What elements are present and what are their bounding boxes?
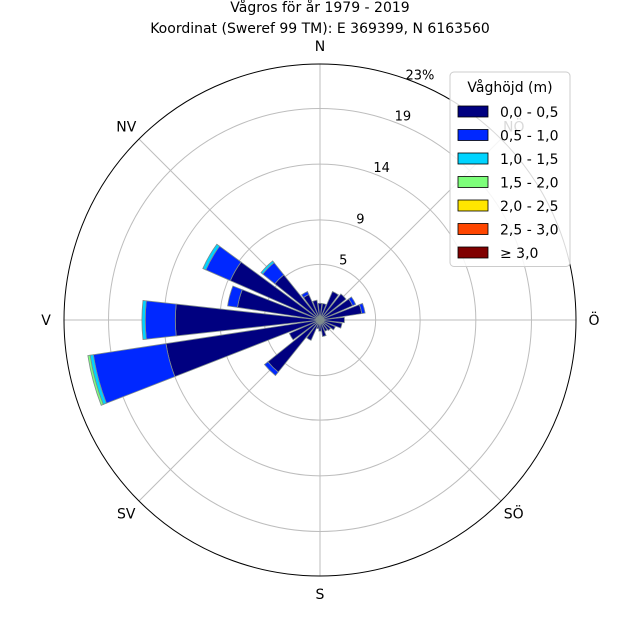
rose-bar-segment [306,319,321,341]
direction-label: S [316,587,325,603]
legend-swatch [457,223,489,235]
legend-label: 2,0 - 2,5 [500,199,558,215]
legend-swatch [457,199,489,212]
rose-bar-segment [317,302,323,321]
legend-swatch [457,105,489,118]
legend-title: Våghöjd (m) [467,79,552,96]
radial-tick-labels: 5 9 14 19 23% [339,68,434,268]
direction-label: Ö [588,311,599,329]
rose-bar-segment [319,293,347,321]
legend-label: 1,5 - 2,0 [500,176,558,192]
rose-bar-segment [141,300,147,340]
rose-bar-segment [319,319,336,331]
rose-bar-segment [202,243,221,271]
rose-bar-segment [348,296,357,307]
radial-tick-label: 5 [339,254,347,269]
chart-subtitle: Koordinat (Sweref 99 TM): E 369399, N 61… [150,21,490,37]
rose-bar-segment [312,299,321,321]
rose-bar-segment [227,285,243,308]
direction-label: SÖ [504,505,524,523]
rose-bar-segment [319,290,340,321]
legend: Våghöjd (m) 0,0 - 0,5 0,5 - 1,0 1,0 - 1,5 1,… [449,71,571,267]
radial-tick-label: 14 [373,161,390,176]
rose-bar-segment [319,319,331,331]
legend-swatch [457,246,489,259]
direction-label: N [315,39,325,55]
direction-label: V [41,313,51,329]
legend-swatch [457,176,489,188]
direction-label: NV [116,119,136,135]
legend-label: 0,5 - 1,0 [500,129,558,145]
rose-bar-segment [358,302,366,315]
rose-bar-segment [144,300,177,340]
rose-bar-segment [319,319,327,337]
rose-bar-segment [319,319,328,332]
rose-bar-segment [300,290,310,299]
legend-label: ≥ 3,0 [500,246,538,262]
legend-swatch [457,152,489,165]
rose-bar-segment [319,316,345,324]
rose-bars [87,243,366,406]
radial-tick-label: 9 [356,212,364,227]
direction-label: SV [117,507,136,523]
rose-bar-segment [263,361,279,377]
legend-label: 2,5 - 3,0 [500,223,558,239]
polar-frame [63,63,577,577]
legend-label: 0,0 - 0,5 [500,105,558,121]
grid-spoke [319,319,502,502]
legend-swatch [457,129,489,141]
legend-box [449,71,571,267]
legend-label: 1,0 - 1,5 [500,152,558,168]
chart-title: Vågros för år 1979 - 2019 [230,0,409,16]
rose-bar-segment [260,260,275,275]
rose-bar-segment [288,319,321,341]
radial-tick-label: 19 [395,110,412,125]
rose-bar-segment [87,354,104,406]
rose-bar-segment [318,319,322,332]
radial-tick-label: 23% [406,68,435,83]
